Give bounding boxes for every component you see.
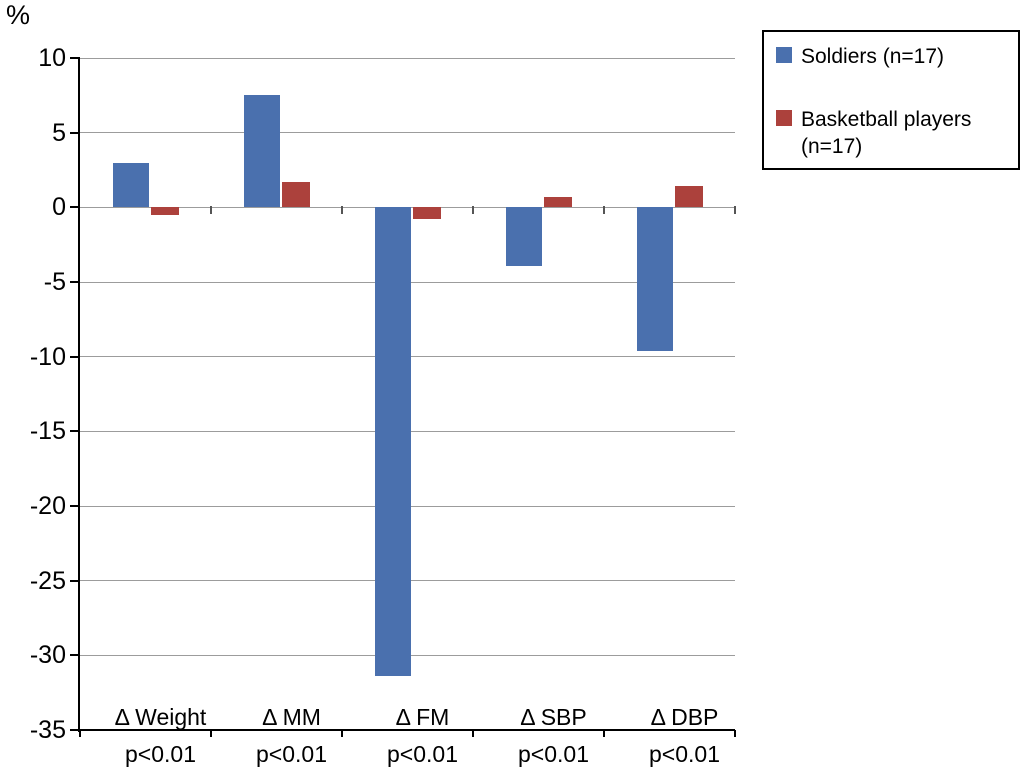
bar-soldiers <box>374 207 411 677</box>
category-pvalue: p<0.01 <box>387 741 458 767</box>
y-axis-line <box>78 58 80 732</box>
category-name: Δ DBP <box>650 704 719 730</box>
bar-basketball-players <box>674 186 703 208</box>
bar-soldiers <box>112 162 149 208</box>
category-name: Δ FM <box>395 704 450 730</box>
x-axis-tick <box>603 730 605 737</box>
gridline <box>80 57 735 59</box>
bar-soldiers <box>636 207 673 351</box>
category-label: Δ MM p<0.01 <box>226 699 357 773</box>
legend-entry-soldiers: Soldiers (n=17) <box>776 43 1006 70</box>
bar-basketball-players <box>150 207 179 215</box>
category-label: Δ DBP p<0.01 <box>619 699 750 773</box>
y-axis-tick <box>70 281 80 283</box>
category-pvalue: p<0.01 <box>125 741 196 767</box>
zero-line-tick <box>210 206 212 215</box>
y-tick-label: -30 <box>29 641 66 670</box>
y-tick-label: -10 <box>29 342 66 371</box>
legend-entry-basketball: Basketball players (n=17) <box>776 106 1006 160</box>
category-pvalue: p<0.01 <box>256 741 327 767</box>
bar-soldiers <box>243 95 280 208</box>
y-axis-tick <box>70 729 80 731</box>
zero-line-tick <box>341 206 343 215</box>
category-pvalue: p<0.01 <box>518 741 589 767</box>
category-label: Δ FM p<0.01 <box>357 699 488 773</box>
x-axis-tick <box>210 730 212 737</box>
bar-basketball-players <box>281 181 310 208</box>
y-tick-label: 0 <box>52 193 66 222</box>
y-tick-label: -35 <box>29 716 66 744</box>
y-tick-label: -25 <box>29 566 66 595</box>
legend: Soldiers (n=17) Basketball players (n=17… <box>762 30 1020 170</box>
y-tick-label: 5 <box>52 118 66 147</box>
category-name: Δ SBP <box>520 704 587 730</box>
bar-basketball-players <box>543 196 572 208</box>
y-tick-label: -15 <box>29 417 66 446</box>
legend-label-soldiers: Soldiers (n=17) <box>801 45 944 68</box>
zero-line-tick <box>734 206 736 215</box>
category-label: Δ Weight p<0.01 <box>95 699 226 773</box>
y-axis-tick <box>70 131 80 134</box>
bar-basketball-players <box>412 207 441 220</box>
y-axis-tick <box>70 355 80 358</box>
gridline <box>80 132 735 134</box>
y-tick-label: 10 <box>38 44 66 72</box>
y-tick-label: -20 <box>29 492 66 520</box>
y-axis-tick <box>70 505 80 507</box>
legend-swatch-basketball-icon <box>776 110 792 126</box>
category-label: Δ SBP p<0.01 <box>488 699 619 773</box>
bar-soldiers <box>505 207 542 266</box>
y-axis-tick <box>70 430 80 433</box>
legend-label-basketball: Basketball players (n=17) <box>801 108 972 158</box>
y-axis-tick <box>70 579 80 582</box>
y-axis-tick <box>70 206 80 209</box>
x-axis-tick <box>472 730 474 737</box>
zero-line-tick <box>603 206 605 215</box>
x-axis-tick <box>341 730 343 737</box>
category-pvalue: p<0.01 <box>649 741 720 767</box>
x-axis-tick <box>734 730 736 737</box>
y-axis-tick <box>70 57 80 59</box>
category-name: Δ MM <box>262 704 321 730</box>
y-axis-tick <box>70 654 80 657</box>
x-axis-line <box>78 729 735 731</box>
x-axis-tick <box>79 730 81 737</box>
zero-line-tick <box>472 206 474 215</box>
category-name: Δ Weight <box>114 704 207 730</box>
legend-swatch-soldiers-icon <box>776 47 792 63</box>
y-axis-title: % <box>6 0 31 30</box>
y-tick-label: -5 <box>43 268 66 296</box>
